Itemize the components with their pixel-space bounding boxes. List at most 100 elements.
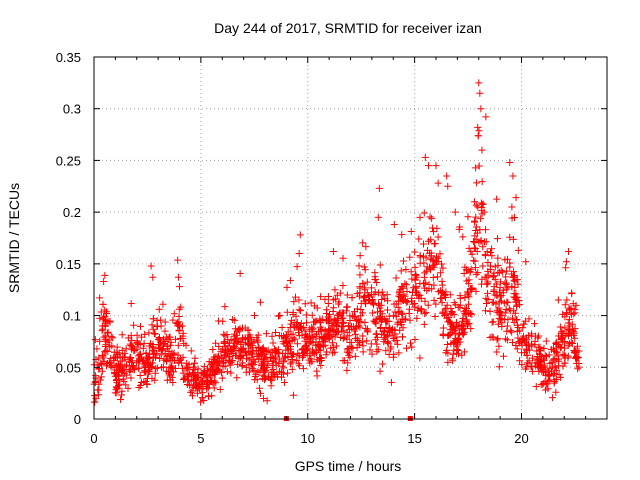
data-point [268,332,276,340]
data-point [502,306,510,314]
data-point [224,342,232,350]
data-point [323,306,331,314]
data-point [403,288,411,296]
data-point [508,270,516,278]
data-point [364,328,372,336]
data-point [135,384,143,392]
data-point [161,318,169,326]
data-point [411,248,419,256]
data-point [104,347,112,355]
data-point [371,318,379,326]
data-point [384,328,392,336]
data-point [456,304,464,312]
data-point [397,267,405,275]
data-point [314,340,322,348]
y-tick-label: 0.25 [56,153,81,168]
data-point [237,353,245,361]
data-point [482,294,490,302]
data-point [374,213,382,221]
data-point [515,297,523,305]
data-point [472,287,480,295]
data-point [287,349,295,357]
data-point [131,345,139,353]
data-point [427,255,435,263]
data-point [286,360,294,368]
chart-title: Day 244 of 2017, SRMTID for receiver iza… [214,20,482,36]
data-point [472,201,480,209]
data-point [470,198,478,206]
data-point [481,307,489,315]
data-point [244,347,252,355]
x-tick-labels: 0 5 10 15 20 [90,431,528,446]
data-point [370,291,378,299]
y-axis-label: SRMTID / TECUs [6,183,22,293]
data-point [174,321,182,329]
data-point [236,325,244,333]
data-point [319,338,327,346]
data-point [157,322,165,330]
data-point [436,250,444,258]
data-point [293,340,301,348]
data-point [434,254,442,262]
data-point [444,358,452,366]
data-point [398,231,406,239]
data-point [536,346,544,354]
data-point [514,280,522,288]
data-point [357,312,365,320]
data-point [417,306,425,314]
data-point [537,381,545,389]
data-point [248,365,256,373]
data-point [551,347,559,355]
data-point [442,349,450,357]
data-point [495,342,503,350]
data-point [482,226,490,234]
data-point [425,237,433,245]
data-point [503,267,511,275]
data-point [253,368,261,376]
data-point [329,247,337,255]
data-point [253,352,261,360]
data-point [522,258,530,266]
data-point [162,337,170,345]
data-point [560,344,568,352]
data-point [464,319,472,327]
data-point [228,357,236,365]
data-point [123,361,131,369]
data-point [394,340,402,348]
data-point [222,356,230,364]
data-point [359,348,367,356]
data-point [472,270,480,278]
data-point [278,368,286,376]
data-point [407,227,415,235]
data-point [216,386,224,394]
data-point [356,252,364,260]
data-point [192,380,200,388]
data-point [326,311,334,319]
data-point [531,320,539,328]
data-point [503,322,511,330]
data-point [280,354,288,362]
data-point [425,162,433,170]
data-point [101,321,109,329]
data-point [541,351,549,359]
data-point [366,346,374,354]
data-point [128,336,136,344]
data-point [211,353,219,361]
data-point [430,240,438,248]
data-point [399,284,407,292]
data-point [416,354,424,362]
data-point [215,317,223,325]
data-point [374,308,382,316]
data-point [512,194,520,202]
data-point [562,258,570,266]
data-point [289,391,297,399]
data-point [316,316,324,324]
data-point [322,351,330,359]
data-point [165,333,173,341]
data-point [264,357,272,365]
data-point [559,362,567,370]
data-point [299,365,307,373]
data-point [312,330,320,338]
data-point [339,334,347,342]
data-point [340,318,348,326]
